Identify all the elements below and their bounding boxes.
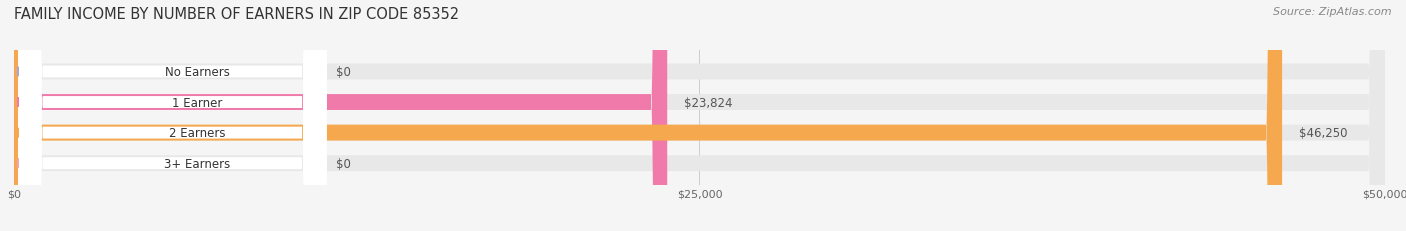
FancyBboxPatch shape xyxy=(14,0,668,231)
Text: 1 Earner: 1 Earner xyxy=(172,96,222,109)
Text: $0: $0 xyxy=(336,66,352,79)
FancyBboxPatch shape xyxy=(18,0,326,231)
Text: 3+ Earners: 3+ Earners xyxy=(165,157,231,170)
FancyBboxPatch shape xyxy=(14,0,1385,231)
FancyBboxPatch shape xyxy=(14,0,1385,231)
FancyBboxPatch shape xyxy=(18,0,326,231)
FancyBboxPatch shape xyxy=(18,0,326,231)
Text: 2 Earners: 2 Earners xyxy=(169,127,225,140)
Text: Source: ZipAtlas.com: Source: ZipAtlas.com xyxy=(1274,7,1392,17)
Text: FAMILY INCOME BY NUMBER OF EARNERS IN ZIP CODE 85352: FAMILY INCOME BY NUMBER OF EARNERS IN ZI… xyxy=(14,7,460,22)
Text: $46,250: $46,250 xyxy=(1299,127,1347,140)
Text: No Earners: No Earners xyxy=(165,66,229,79)
FancyBboxPatch shape xyxy=(14,0,1385,231)
FancyBboxPatch shape xyxy=(14,0,1385,231)
Text: $23,824: $23,824 xyxy=(683,96,733,109)
Text: $0: $0 xyxy=(336,157,352,170)
FancyBboxPatch shape xyxy=(14,0,1282,231)
FancyBboxPatch shape xyxy=(18,0,326,231)
